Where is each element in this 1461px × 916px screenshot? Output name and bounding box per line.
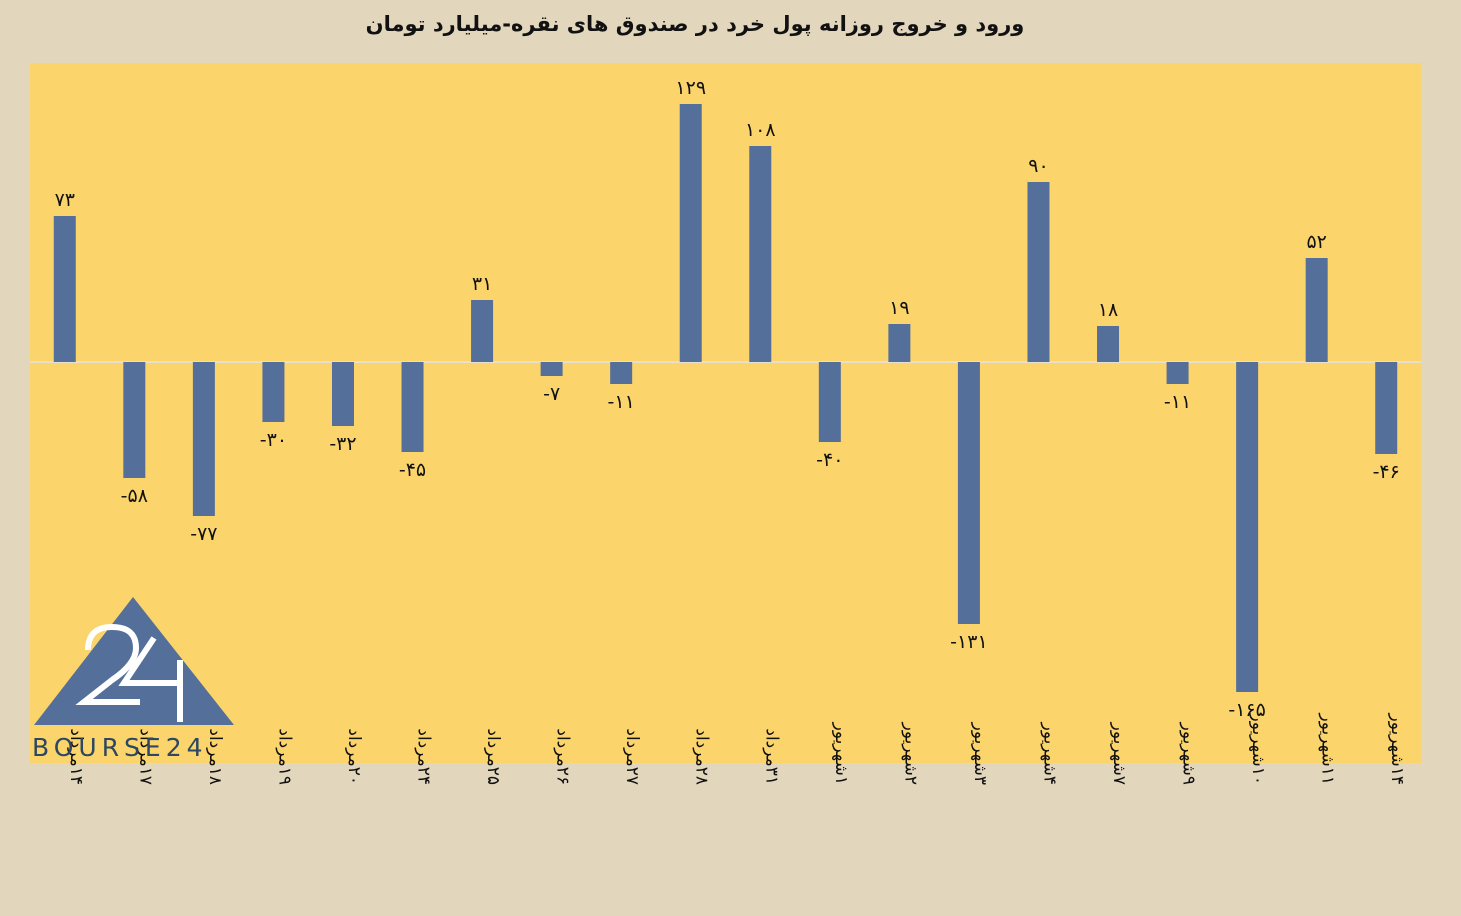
data-label: -۳۲: [329, 433, 356, 455]
bar: [192, 362, 215, 516]
x-tick-label: ۱۹مرداد: [274, 728, 294, 785]
x-tick-label: ۱۱شهریور: [1318, 713, 1338, 785]
x-tick-label: ۱۰شهریور: [1248, 713, 1268, 785]
data-label: -۱۳۱: [950, 631, 987, 653]
data-label: -۴۶: [1373, 461, 1400, 483]
data-label: ۷۳: [55, 189, 75, 211]
data-label: -۴۰: [816, 449, 843, 471]
bar: [540, 362, 563, 376]
x-tick-label: ۲۰مرداد: [344, 728, 364, 785]
x-tick-label: ۲۷مرداد: [622, 728, 642, 785]
x-tick-label: ۴شهریور: [1039, 722, 1059, 785]
plot-area: [30, 63, 1421, 763]
data-label: -۱۶۵: [1228, 699, 1265, 721]
bar: [1027, 182, 1050, 362]
bar: [888, 324, 911, 362]
data-label: -۳۰: [260, 429, 287, 451]
bar: [123, 362, 146, 478]
data-label: ۱۲۹: [675, 77, 706, 99]
bar: [610, 362, 633, 384]
x-tick-label: ۱شهریور: [831, 722, 851, 785]
bar: [1375, 362, 1398, 454]
bar: [679, 104, 702, 362]
bar: [957, 362, 980, 624]
data-label: ۱۸: [1098, 299, 1118, 321]
x-tick-label: ۷شهریور: [1109, 722, 1129, 785]
data-label: -۱۱: [608, 391, 635, 413]
x-tick-label: ۲۸مرداد: [692, 728, 712, 785]
data-label: -۴۵: [399, 459, 426, 481]
bar: [401, 362, 424, 452]
logo-text: BOURSE24: [32, 733, 208, 762]
bourse24-logo: [34, 597, 234, 725]
x-tick-label: ۱۴مرداد: [66, 728, 86, 785]
x-tick-label: ۳۱مرداد: [761, 728, 781, 785]
bar: [1166, 362, 1189, 384]
bar: [331, 362, 354, 426]
chart-title: ورود و خروج روزانه پول خرد در صندوق های …: [365, 12, 1025, 36]
bar: [818, 362, 841, 442]
x-tick-label: ۲شهریور: [900, 722, 920, 785]
x-tick-label: ۲۴مرداد: [414, 728, 434, 785]
data-label: ۱۹: [889, 297, 909, 319]
data-label: ۵۲: [1306, 231, 1326, 253]
bar: [53, 216, 76, 362]
data-label: -۷۷: [190, 523, 217, 545]
bar: [1305, 258, 1328, 362]
bar: [749, 146, 772, 362]
data-label: ۳۱: [472, 273, 492, 295]
x-tick-label: ۱۷مرداد: [135, 728, 155, 785]
bar: [1236, 362, 1259, 692]
data-label: -۱۱: [1164, 391, 1191, 413]
data-label: ۱۰۸: [745, 119, 776, 141]
data-label: -۷: [543, 383, 560, 405]
data-label: -۵۸: [121, 485, 148, 507]
data-label: ۹۰: [1028, 155, 1048, 177]
x-tick-label: ۹شهریور: [1179, 722, 1199, 785]
bar: [471, 300, 494, 362]
x-tick-label: ۱۴شهریور: [1387, 713, 1407, 785]
x-tick-label: ۲۵مرداد: [483, 728, 503, 785]
x-tick-label: ۲۶مرداد: [553, 728, 573, 785]
x-tick-label: ۳شهریور: [970, 722, 990, 785]
bar: [1097, 326, 1120, 362]
x-tick-label: ۱۸مرداد: [205, 728, 225, 785]
bar: [262, 362, 285, 422]
